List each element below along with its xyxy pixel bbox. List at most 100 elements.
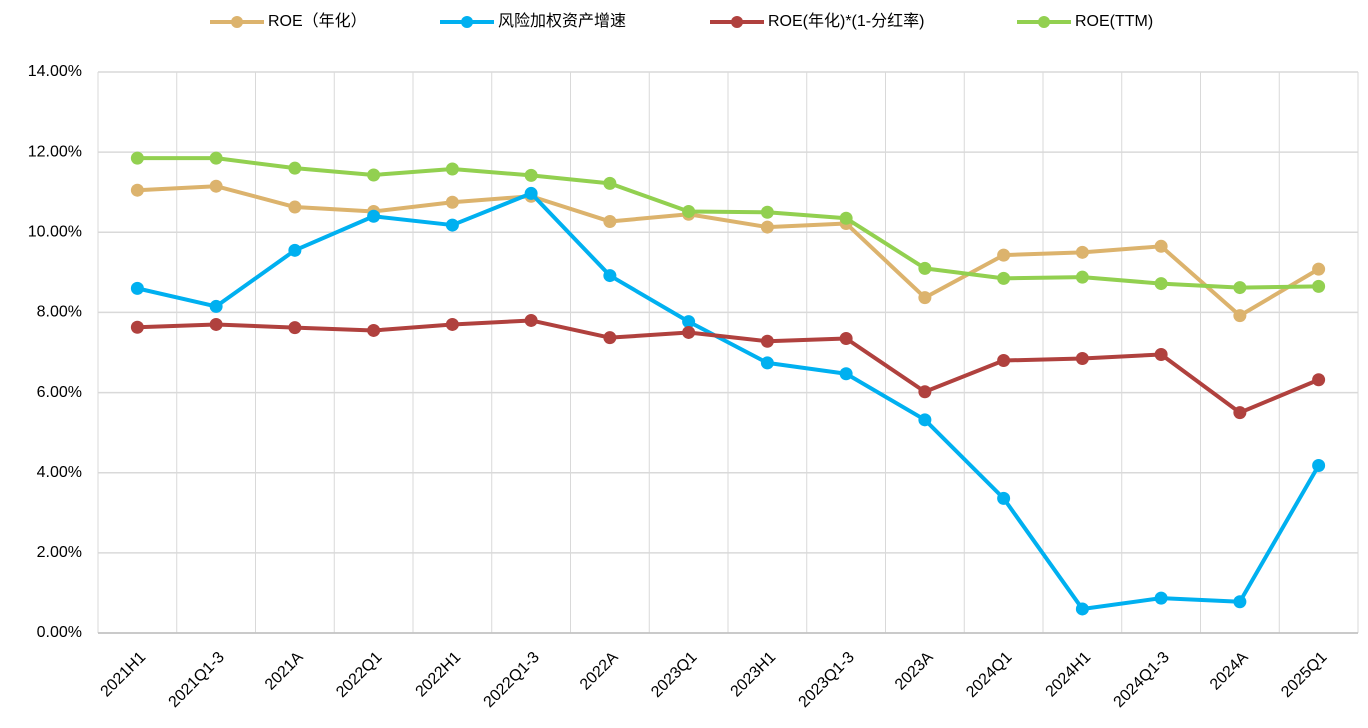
series-marker — [839, 331, 853, 345]
series-marker — [997, 491, 1011, 505]
x-tick-label: 2024Q1 — [963, 649, 1015, 701]
y-tick-label: 2.00% — [37, 544, 82, 561]
series-marker — [1312, 373, 1326, 387]
series-marker — [445, 195, 459, 209]
series-marker — [367, 209, 381, 223]
series-marker — [209, 151, 223, 165]
legend-marker — [231, 16, 243, 28]
series-marker — [839, 367, 853, 381]
y-tick-label: 14.00% — [28, 63, 82, 80]
x-tick-label: 2021A — [262, 649, 307, 694]
x-tick-label: 2022H1 — [413, 649, 465, 701]
series-marker — [918, 413, 932, 427]
y-tick-label: 6.00% — [37, 384, 82, 401]
legend-marker — [461, 16, 473, 28]
legend-label: ROE(年化)*(1-分红率) — [768, 12, 924, 30]
series-line — [137, 318, 1320, 415]
series-marker — [682, 325, 696, 339]
x-tick-label: 2023Q1 — [648, 649, 700, 701]
series-marker — [1154, 239, 1168, 253]
series-marker — [288, 321, 302, 335]
series-marker — [1233, 406, 1247, 420]
x-tick-label: 2022A — [577, 649, 622, 694]
series-marker — [1075, 352, 1089, 366]
legend: ROE（年化） 风险加权资产增速 ROE(年化)*(1-分红率) ROE(TTM) — [210, 12, 1153, 30]
series-marker — [524, 186, 538, 200]
y-tick-label: 10.00% — [28, 224, 82, 241]
series-marker — [1154, 277, 1168, 291]
legend-label: 风险加权资产增速 — [498, 12, 626, 30]
series-marker — [209, 179, 223, 193]
x-tick-label: 2022Q1 — [333, 649, 385, 701]
series-marker — [130, 183, 144, 197]
y-tick-label: 4.00% — [37, 464, 82, 481]
legend-marker — [731, 16, 743, 28]
series-marker — [130, 320, 144, 334]
series-marker — [367, 168, 381, 182]
series-marker — [1075, 270, 1089, 284]
x-tick-label: 2022Q1-3 — [481, 649, 543, 711]
series-marker — [682, 315, 696, 329]
series-marker — [760, 220, 774, 234]
series-marker — [997, 354, 1011, 368]
series-marker — [1075, 245, 1089, 259]
series-marker — [1075, 602, 1089, 616]
y-tick-label: 12.00% — [28, 143, 82, 160]
series-marker — [1233, 309, 1247, 323]
x-tick-label: 2023Q1-3 — [796, 649, 858, 711]
x-tick-label: 2025Q1 — [1278, 649, 1330, 701]
series-marker — [445, 317, 459, 331]
x-tick-label: 2024Q1-3 — [1111, 649, 1173, 711]
series-line — [137, 156, 1319, 290]
series-marker — [1154, 591, 1168, 605]
x-tick-label: 2023H1 — [728, 649, 780, 701]
series-marker — [445, 218, 459, 232]
plot — [130, 151, 1326, 616]
series-marker — [760, 334, 774, 348]
series-marker — [288, 243, 302, 257]
series-marker — [918, 291, 932, 305]
series-marker — [1233, 595, 1247, 609]
series-marker — [1312, 459, 1326, 473]
series-marker — [1312, 279, 1326, 293]
series-marker — [130, 151, 144, 165]
series-marker — [524, 313, 538, 327]
series-line — [136, 191, 1321, 611]
series-marker — [367, 323, 381, 337]
x-tick-label: 2021H1 — [98, 649, 150, 701]
series-marker — [918, 261, 932, 275]
series-marker — [918, 385, 932, 399]
series-marker — [603, 331, 617, 345]
series-marker — [603, 214, 617, 228]
series-marker — [288, 161, 302, 175]
legend-marker — [1038, 16, 1050, 28]
series-line — [137, 184, 1320, 318]
x-tick-label: 2023A — [892, 649, 937, 694]
series-marker — [288, 200, 302, 214]
series-marker — [1233, 281, 1247, 295]
series-marker — [839, 211, 853, 225]
series-marker — [445, 162, 459, 176]
series-marker — [209, 299, 223, 313]
series-marker — [760, 205, 774, 219]
series-marker — [760, 356, 774, 370]
x-tick-label: 2024A — [1207, 649, 1252, 694]
series-marker — [1312, 262, 1326, 276]
series-marker — [1154, 348, 1168, 362]
series-marker — [130, 281, 144, 295]
series-marker — [997, 248, 1011, 262]
series-marker — [603, 176, 617, 190]
legend-label: ROE（年化） — [268, 12, 367, 30]
series-marker — [682, 204, 696, 218]
grid — [97, 71, 1359, 634]
series-marker — [603, 269, 617, 283]
y-tick-label: 8.00% — [37, 304, 82, 321]
series-marker — [997, 271, 1011, 285]
series-marker — [209, 317, 223, 331]
series-marker — [524, 168, 538, 182]
x-tick-label: 2024H1 — [1043, 649, 1095, 701]
x-tick-label: 2021Q1-3 — [166, 649, 228, 711]
legend-label: ROE(TTM) — [1075, 13, 1153, 30]
